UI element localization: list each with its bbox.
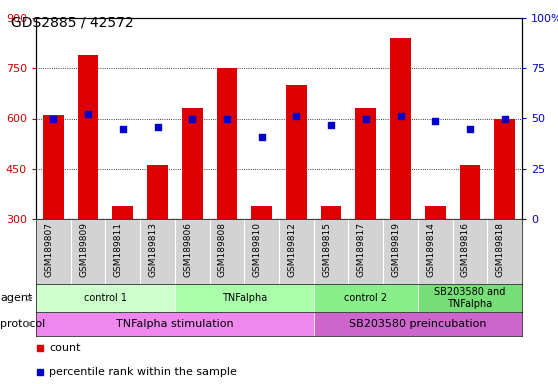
Text: GSM189816: GSM189816 bbox=[461, 222, 470, 277]
Text: GSM189808: GSM189808 bbox=[218, 222, 227, 277]
Bar bbox=[425, 205, 446, 219]
Point bbox=[223, 116, 232, 122]
Text: TNFalpha: TNFalpha bbox=[222, 293, 267, 303]
Text: GSM189815: GSM189815 bbox=[322, 222, 331, 277]
Text: GSM189812: GSM189812 bbox=[287, 222, 296, 277]
Bar bbox=[460, 166, 480, 219]
Text: GSM189809: GSM189809 bbox=[79, 222, 88, 277]
Bar bbox=[147, 166, 168, 219]
Bar bbox=[36, 284, 175, 312]
Point bbox=[84, 111, 93, 118]
Text: SB203580 and
TNFalpha: SB203580 and TNFalpha bbox=[434, 287, 506, 309]
Text: TNFalpha stimulation: TNFalpha stimulation bbox=[116, 319, 234, 329]
Bar bbox=[390, 38, 411, 219]
Bar bbox=[112, 205, 133, 219]
Bar bbox=[175, 284, 314, 312]
Point bbox=[118, 126, 127, 132]
Text: GSM189814: GSM189814 bbox=[426, 222, 435, 277]
Text: GSM189818: GSM189818 bbox=[496, 222, 504, 277]
Text: GSM189807: GSM189807 bbox=[44, 222, 54, 277]
Bar bbox=[314, 312, 522, 336]
Point bbox=[292, 113, 301, 119]
Point bbox=[362, 116, 371, 122]
Text: agent: agent bbox=[0, 293, 32, 303]
Bar bbox=[321, 205, 341, 219]
Point bbox=[465, 126, 474, 132]
Text: GSM189810: GSM189810 bbox=[253, 222, 262, 277]
Bar bbox=[418, 284, 522, 312]
Bar bbox=[286, 85, 307, 219]
Text: count: count bbox=[49, 343, 80, 353]
Point bbox=[187, 116, 196, 122]
Text: GSM189811: GSM189811 bbox=[114, 222, 123, 277]
Text: control 1: control 1 bbox=[84, 293, 127, 303]
Bar bbox=[314, 284, 418, 312]
Point bbox=[500, 116, 509, 122]
Text: GSM189813: GSM189813 bbox=[148, 222, 157, 277]
Text: GSM189819: GSM189819 bbox=[392, 222, 401, 277]
Bar bbox=[182, 108, 203, 219]
Point bbox=[49, 116, 58, 122]
Text: protocol: protocol bbox=[0, 319, 45, 329]
Point bbox=[431, 118, 440, 124]
Bar bbox=[78, 55, 98, 219]
Bar bbox=[251, 205, 272, 219]
Bar bbox=[43, 115, 64, 219]
Bar bbox=[355, 108, 376, 219]
Text: GSM189817: GSM189817 bbox=[357, 222, 366, 277]
Point bbox=[257, 134, 266, 140]
Text: GSM189806: GSM189806 bbox=[183, 222, 192, 277]
Point bbox=[326, 121, 335, 127]
Bar bbox=[217, 68, 237, 219]
Point bbox=[396, 113, 405, 119]
Point bbox=[153, 124, 162, 130]
Bar bbox=[494, 119, 515, 219]
Text: percentile rank within the sample: percentile rank within the sample bbox=[49, 367, 237, 377]
Text: SB203580 preincubation: SB203580 preincubation bbox=[349, 319, 487, 329]
Text: GDS2885 / 42572: GDS2885 / 42572 bbox=[11, 15, 133, 29]
Text: control 2: control 2 bbox=[344, 293, 387, 303]
Bar bbox=[36, 312, 314, 336]
